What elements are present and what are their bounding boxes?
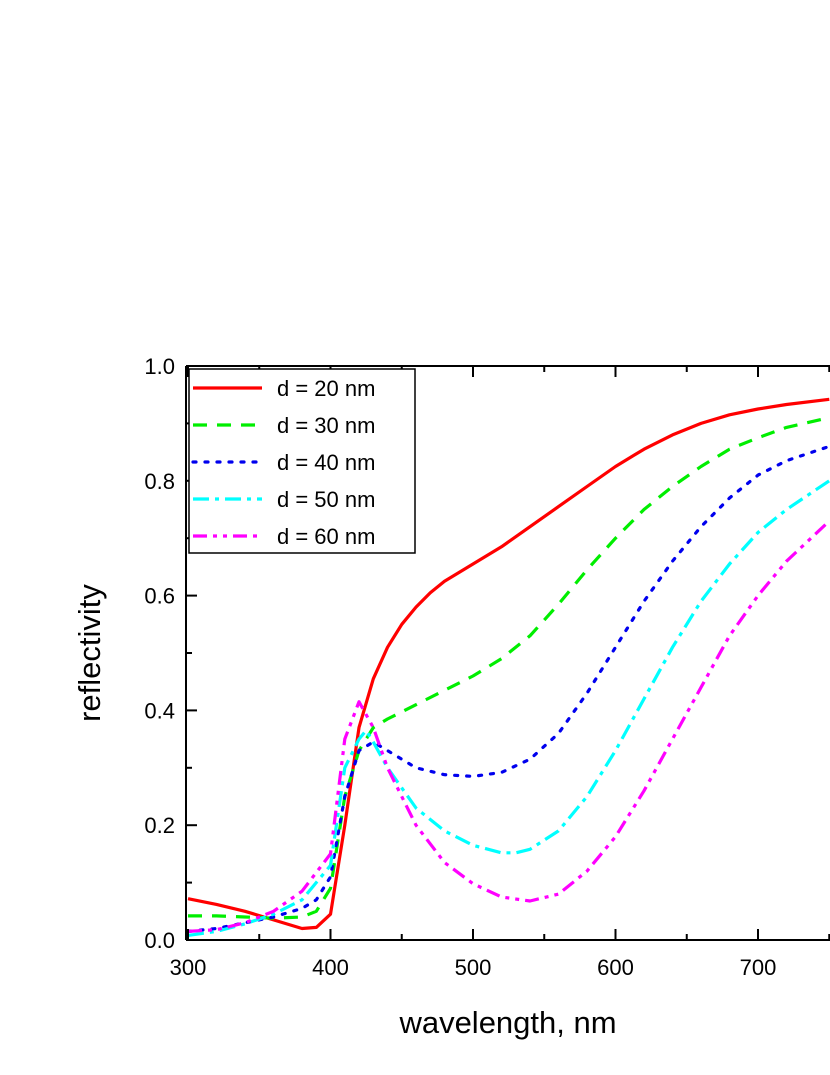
axes-layer: 300 400 500 600 700 0.0 0.2 0.4 0.6 0.8 1.0 [144, 354, 830, 980]
x-tick-label: 500 [455, 955, 492, 980]
x-tick-label: 600 [597, 955, 634, 980]
x-tick-label: 300 [170, 955, 207, 980]
series-line-5 [187, 519, 830, 933]
x-tick-label: 700 [740, 955, 777, 980]
x-axis-title: wavelength, nm [398, 1005, 616, 1040]
series-line-4 [187, 479, 830, 937]
legend-label-2: d = 30 nm [277, 413, 375, 438]
y-tick-label: 0.2 [144, 813, 175, 838]
legend-box [188, 368, 416, 554]
series-line-1 [187, 397, 830, 931]
legend-label-1: d = 20 nm [277, 376, 375, 401]
y-tick-label: 0.0 [144, 928, 175, 953]
legend-label-5: d = 60 nm [277, 524, 375, 549]
x-tick-label: 400 [312, 955, 349, 980]
y-tick-label: 1.0 [144, 354, 175, 379]
y-tick-label: 0.4 [144, 698, 175, 723]
y-tick-label: 0.6 [144, 584, 175, 609]
y-tick-label: 0.8 [144, 469, 175, 494]
series-line-3 [186, 444, 830, 933]
series-line-2 [188, 416, 830, 920]
y-axis-title: reflectivity [72, 584, 107, 722]
legend-label-4: d = 50 nm [277, 487, 375, 512]
series-layer [186, 397, 830, 937]
legend-label-3: d = 40 nm [277, 450, 375, 475]
legend: d = 20 nm d = 30 nm d = 40 nm d = 50 nm d = … [188, 368, 416, 554]
